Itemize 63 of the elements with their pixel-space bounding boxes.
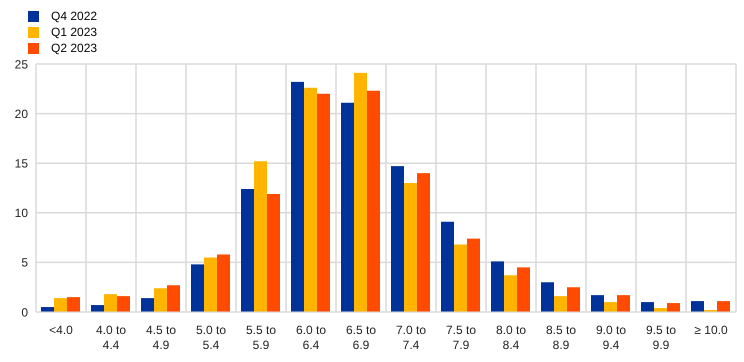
bar xyxy=(341,102,354,312)
x-tick-label: 9.5 to 9.9 xyxy=(646,323,676,352)
bar xyxy=(541,282,554,312)
x-tick-label: 7.0 to 7.4 xyxy=(396,323,426,352)
bar xyxy=(517,267,530,312)
bar xyxy=(217,254,230,312)
y-tick-label: 20 xyxy=(14,106,28,121)
bar xyxy=(417,173,430,312)
bar xyxy=(67,297,80,312)
legend-label: Q4 2022 xyxy=(51,9,98,23)
bar xyxy=(254,161,267,312)
y-tick-label: 5 xyxy=(21,256,28,270)
bar xyxy=(104,294,117,312)
legend-label: Q2 2023 xyxy=(51,41,98,55)
x-tick-label: 5.0 to 5.4 xyxy=(196,323,226,352)
x-tick-label: 6.5 to 6.9 xyxy=(346,323,376,352)
bar xyxy=(141,298,154,312)
x-tick-label: 7.5 to 7.9 xyxy=(446,323,476,352)
bar xyxy=(204,257,217,312)
bar xyxy=(91,305,104,312)
bar xyxy=(304,88,317,312)
bar xyxy=(717,301,730,312)
bar xyxy=(354,72,367,312)
bar xyxy=(604,302,617,312)
x-tick-label: 8.5 to 8.9 xyxy=(546,323,576,352)
bar xyxy=(367,90,380,312)
bar xyxy=(191,264,204,312)
y-tick-label: 0 xyxy=(21,305,28,320)
bar xyxy=(467,238,480,312)
bar xyxy=(267,194,280,312)
bar xyxy=(504,275,517,312)
x-tick-label: 9.0 to 9.4 xyxy=(596,323,626,352)
bar xyxy=(441,222,454,312)
y-tick-label: 15 xyxy=(14,156,28,170)
bar xyxy=(154,288,167,312)
bar xyxy=(404,183,417,312)
bar xyxy=(617,295,630,312)
x-tick-label: 4.0 to 4.4 xyxy=(96,323,126,352)
bar xyxy=(391,166,404,312)
x-tick-label: <4.0 xyxy=(49,323,74,337)
bar xyxy=(591,295,604,312)
legend-label: Q1 2023 xyxy=(51,25,98,39)
bar xyxy=(491,261,504,312)
bar xyxy=(291,82,304,312)
bar xyxy=(641,302,654,312)
x-tick-label: 6.0 to 6.4 xyxy=(296,323,326,352)
x-tick-label: ≥ 10.0 xyxy=(694,323,728,337)
y-tick-label: 10 xyxy=(14,206,28,220)
bar xyxy=(554,296,567,312)
bar xyxy=(691,301,704,312)
bar xyxy=(54,298,67,312)
bar xyxy=(117,296,130,312)
bar xyxy=(317,94,330,312)
y-tick-label: 25 xyxy=(14,57,28,72)
bar xyxy=(41,307,54,312)
bar xyxy=(167,285,180,312)
bar xyxy=(241,188,254,312)
x-tick-label: 5.5 to 5.9 xyxy=(246,323,276,352)
bar xyxy=(567,287,580,312)
bar xyxy=(667,303,680,312)
x-tick-label: 4.5 to 4.9 xyxy=(146,323,176,352)
bar xyxy=(454,244,467,312)
x-tick-label: 8.0 to 8.4 xyxy=(496,323,526,352)
